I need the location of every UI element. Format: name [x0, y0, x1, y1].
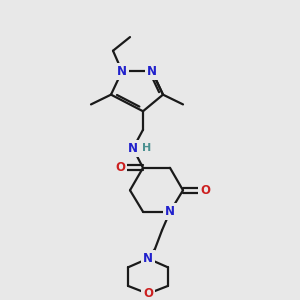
Text: O: O — [115, 161, 125, 174]
Text: N: N — [147, 65, 157, 78]
Text: N: N — [165, 205, 175, 218]
Text: H: H — [142, 143, 152, 153]
Text: O: O — [143, 287, 153, 300]
Text: O: O — [200, 184, 210, 197]
Text: N: N — [143, 252, 153, 265]
Text: N: N — [117, 65, 127, 78]
Text: N: N — [128, 142, 138, 155]
